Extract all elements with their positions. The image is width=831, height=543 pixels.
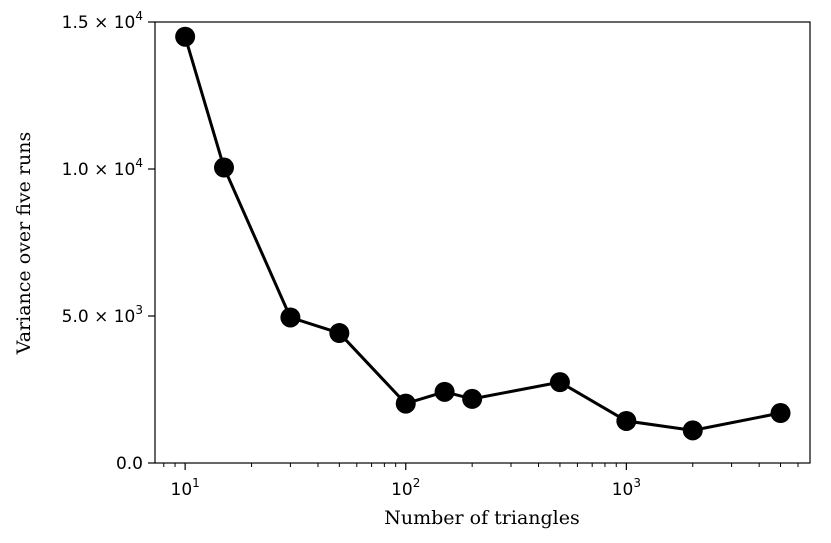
series-line [183, 36, 781, 432]
data-point [770, 403, 791, 424]
data-point [434, 381, 455, 402]
axis-ticks [148, 21, 627, 470]
x-tick-label: 103 [612, 476, 641, 500]
data-point [462, 388, 483, 409]
x-tick-label: 102 [391, 476, 420, 500]
data-point [549, 372, 570, 393]
tick-labels: 101 102 103 0.0 5.0 × 103 1.0 × 104 1.5 × 104 [62, 9, 641, 500]
y-tick-label: 1.0 × 104 [62, 156, 143, 180]
data-point [329, 323, 350, 344]
data-point [616, 410, 637, 431]
y-tick-label: 0.0 [116, 454, 143, 474]
x-tick-label: 101 [171, 476, 200, 500]
y-tick-label: 5.0 × 103 [62, 303, 143, 327]
data-point [280, 307, 301, 328]
data-point [175, 26, 196, 47]
x-minor-ticks [163, 463, 799, 467]
plot-frame [154, 21, 811, 464]
data-point [682, 420, 703, 441]
y-axis-label: Variance over five runs [13, 132, 35, 356]
y-tick-label: 1.5 × 104 [62, 9, 143, 33]
x-axis-label: Number of triangles [384, 507, 580, 529]
data-point [213, 157, 234, 178]
data-points [175, 26, 791, 441]
data-point [395, 393, 416, 414]
